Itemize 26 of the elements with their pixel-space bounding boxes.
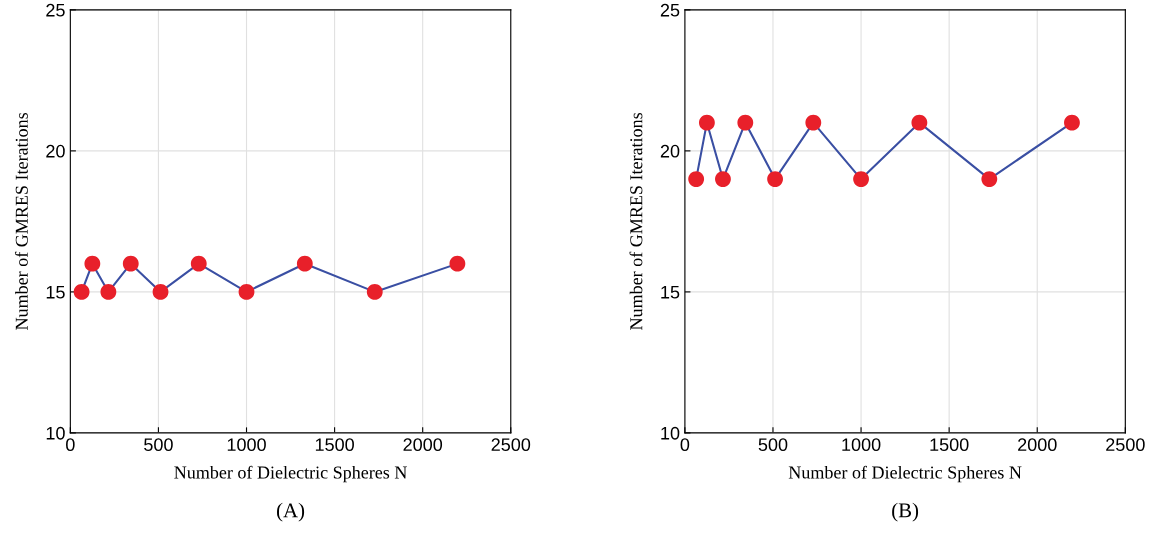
x-axis-title: Number of Dielectric Spheres N	[174, 465, 407, 483]
x-tick-label: 2000	[1018, 438, 1057, 452]
text: (B)	[892, 502, 919, 522]
y-axis-title: Number of GMRES Iterations	[629, 112, 643, 330]
x-axis-title: Number of Dielectric Spheres N	[788, 465, 1022, 483]
x-tick-label: 1000	[227, 438, 266, 452]
x-tick-label: 0	[66, 438, 75, 452]
x-tick-label: 1500	[930, 438, 969, 452]
x-tick-label: 0	[680, 438, 690, 452]
y-tick-label: 15	[661, 286, 680, 299]
y-axis-title: Number of GMRES Iterations	[14, 112, 28, 330]
y-tick-label: 25	[660, 3, 680, 17]
x-tick-label: 1000	[842, 438, 881, 452]
x-tick-label: 2500	[1106, 438, 1145, 452]
y-tick-label: 25	[46, 3, 65, 17]
x-tick-label: 2000	[403, 438, 443, 452]
y-tick-label: 20	[660, 144, 680, 158]
x-tick-label: 2500	[491, 438, 531, 452]
y-tick-label: 10	[46, 426, 65, 440]
x-tick-label: 500	[758, 438, 788, 452]
y-tick-label: 10	[661, 426, 680, 440]
x-tick-label: 500	[144, 438, 173, 452]
y-tick-label: 20	[46, 144, 65, 158]
text: (A)	[277, 502, 305, 522]
y-tick-label: 15	[46, 286, 65, 299]
x-tick-label: 1500	[315, 438, 354, 452]
